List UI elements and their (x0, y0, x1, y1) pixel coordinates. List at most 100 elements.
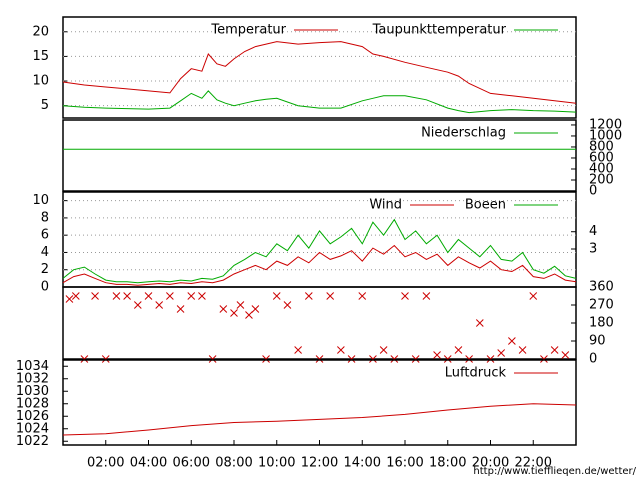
panel-frame (62, 119, 577, 192)
direction-marker (112, 292, 121, 300)
direction-marker (71, 292, 80, 300)
legend-label: Taupunkttemperatur (372, 23, 507, 38)
y-tick-label: 5 (41, 98, 49, 113)
x-tick-label: 04:00 (130, 456, 167, 471)
y2-tick-label: 800 (589, 139, 614, 154)
y-tick-label: 4 (41, 245, 49, 260)
x-tick-label: 12:00 (301, 456, 338, 471)
direction-marker (133, 301, 142, 309)
y-tick-label: 1028 (16, 396, 49, 411)
direction-marker (144, 292, 153, 300)
x-tick-label: 22:00 (515, 456, 552, 471)
direction-marker (91, 292, 99, 300)
data-line (62, 41, 577, 104)
direction-marker (187, 292, 196, 300)
direction-marker (304, 292, 313, 300)
y-tick-label: 1032 (16, 371, 49, 386)
direction-marker (337, 346, 345, 354)
direction-marker (208, 355, 217, 363)
direction-marker (422, 292, 431, 300)
direction-marker (236, 301, 245, 309)
direction-marker (540, 355, 548, 363)
y2-tick-label: 0 (589, 352, 597, 367)
legend-label: Luftdruck (445, 366, 507, 381)
direction-marker (283, 301, 292, 309)
direction-marker (465, 355, 473, 363)
y-tick-label: 15 (32, 49, 49, 64)
y2-tick-label: 200 (589, 172, 614, 187)
y-tick-label: 0 (41, 280, 49, 295)
x-tick-label: 10:00 (258, 456, 295, 471)
direction-marker (326, 292, 335, 300)
x-tick-label: 16:00 (386, 456, 423, 471)
y2-tick-label: 4 (589, 224, 597, 239)
data-line (62, 244, 577, 286)
direction-marker (379, 346, 388, 354)
direction-marker (550, 346, 559, 354)
direction-marker (198, 292, 206, 300)
direction-marker (262, 355, 270, 363)
direction-marker (230, 309, 238, 317)
y-tick-label: 1026 (16, 409, 49, 424)
direction-marker (561, 351, 570, 359)
direction-marker (101, 355, 110, 363)
y-tick-label: 20 (32, 24, 49, 39)
legend-label: Boeen (465, 198, 506, 213)
y-tick-label: 10 (32, 74, 49, 89)
direction-marker (347, 355, 356, 363)
direction-marker (272, 292, 281, 300)
direction-marker (486, 355, 495, 363)
x-tick-label: 18:00 (429, 456, 466, 471)
direction-marker (251, 305, 260, 313)
x-tick-label: 20:00 (472, 456, 509, 471)
y2-tick-label: 3 (589, 242, 597, 257)
direction-marker (390, 355, 399, 363)
y2-tick-label: 600 (589, 150, 614, 165)
y2-tick-label: 1200 (589, 117, 622, 132)
direction-marker (369, 355, 377, 363)
y-tick-label: 2 (41, 262, 49, 277)
y-tick-label: 8 (41, 210, 49, 225)
direction-marker (508, 337, 516, 345)
direction-marker (497, 349, 506, 357)
y2-tick-label: 1000 (589, 128, 622, 143)
direction-marker (315, 355, 324, 363)
y-tick-label: 1022 (16, 434, 49, 449)
y-tick-label: 1034 (16, 359, 49, 374)
direction-marker (443, 355, 452, 363)
direction-marker (401, 292, 409, 300)
y2-tick-label: 90 (589, 334, 606, 349)
panel-frame (62, 286, 577, 360)
y-tick-label: 1030 (16, 384, 49, 399)
direction-marker (80, 355, 89, 363)
x-tick-label: 14:00 (344, 456, 381, 471)
x-tick-label: 08:00 (215, 456, 252, 471)
legend-label: Wind (369, 198, 402, 213)
direction-marker (219, 305, 228, 313)
legend-label: Niederschlag (421, 126, 506, 141)
x-tick-label: 06:00 (173, 456, 210, 471)
y2-tick-label: 400 (589, 161, 614, 176)
direction-marker (123, 292, 131, 300)
data-line (62, 218, 577, 284)
panel-frame (62, 16, 577, 119)
y2-tick-label: 0 (589, 184, 597, 199)
direction-marker (454, 346, 463, 354)
y-tick-label: 6 (41, 228, 49, 243)
y2-tick-label: 360 (589, 280, 614, 295)
y-tick-label: 10 (32, 193, 49, 208)
annotation: http://www.tiefflieqen.de/wetter/ (473, 466, 636, 477)
direction-marker (433, 351, 441, 359)
direction-marker (294, 346, 302, 354)
y-tick-label: 1024 (16, 421, 49, 436)
direction-marker (411, 355, 420, 363)
data-line (62, 403, 577, 436)
x-tick-label: 02:00 (87, 456, 124, 471)
direction-marker (518, 346, 527, 354)
direction-marker (358, 292, 367, 300)
direction-marker (166, 292, 174, 300)
direction-marker (475, 319, 484, 327)
direction-marker (529, 292, 538, 300)
y2-tick-label: 270 (589, 298, 614, 313)
